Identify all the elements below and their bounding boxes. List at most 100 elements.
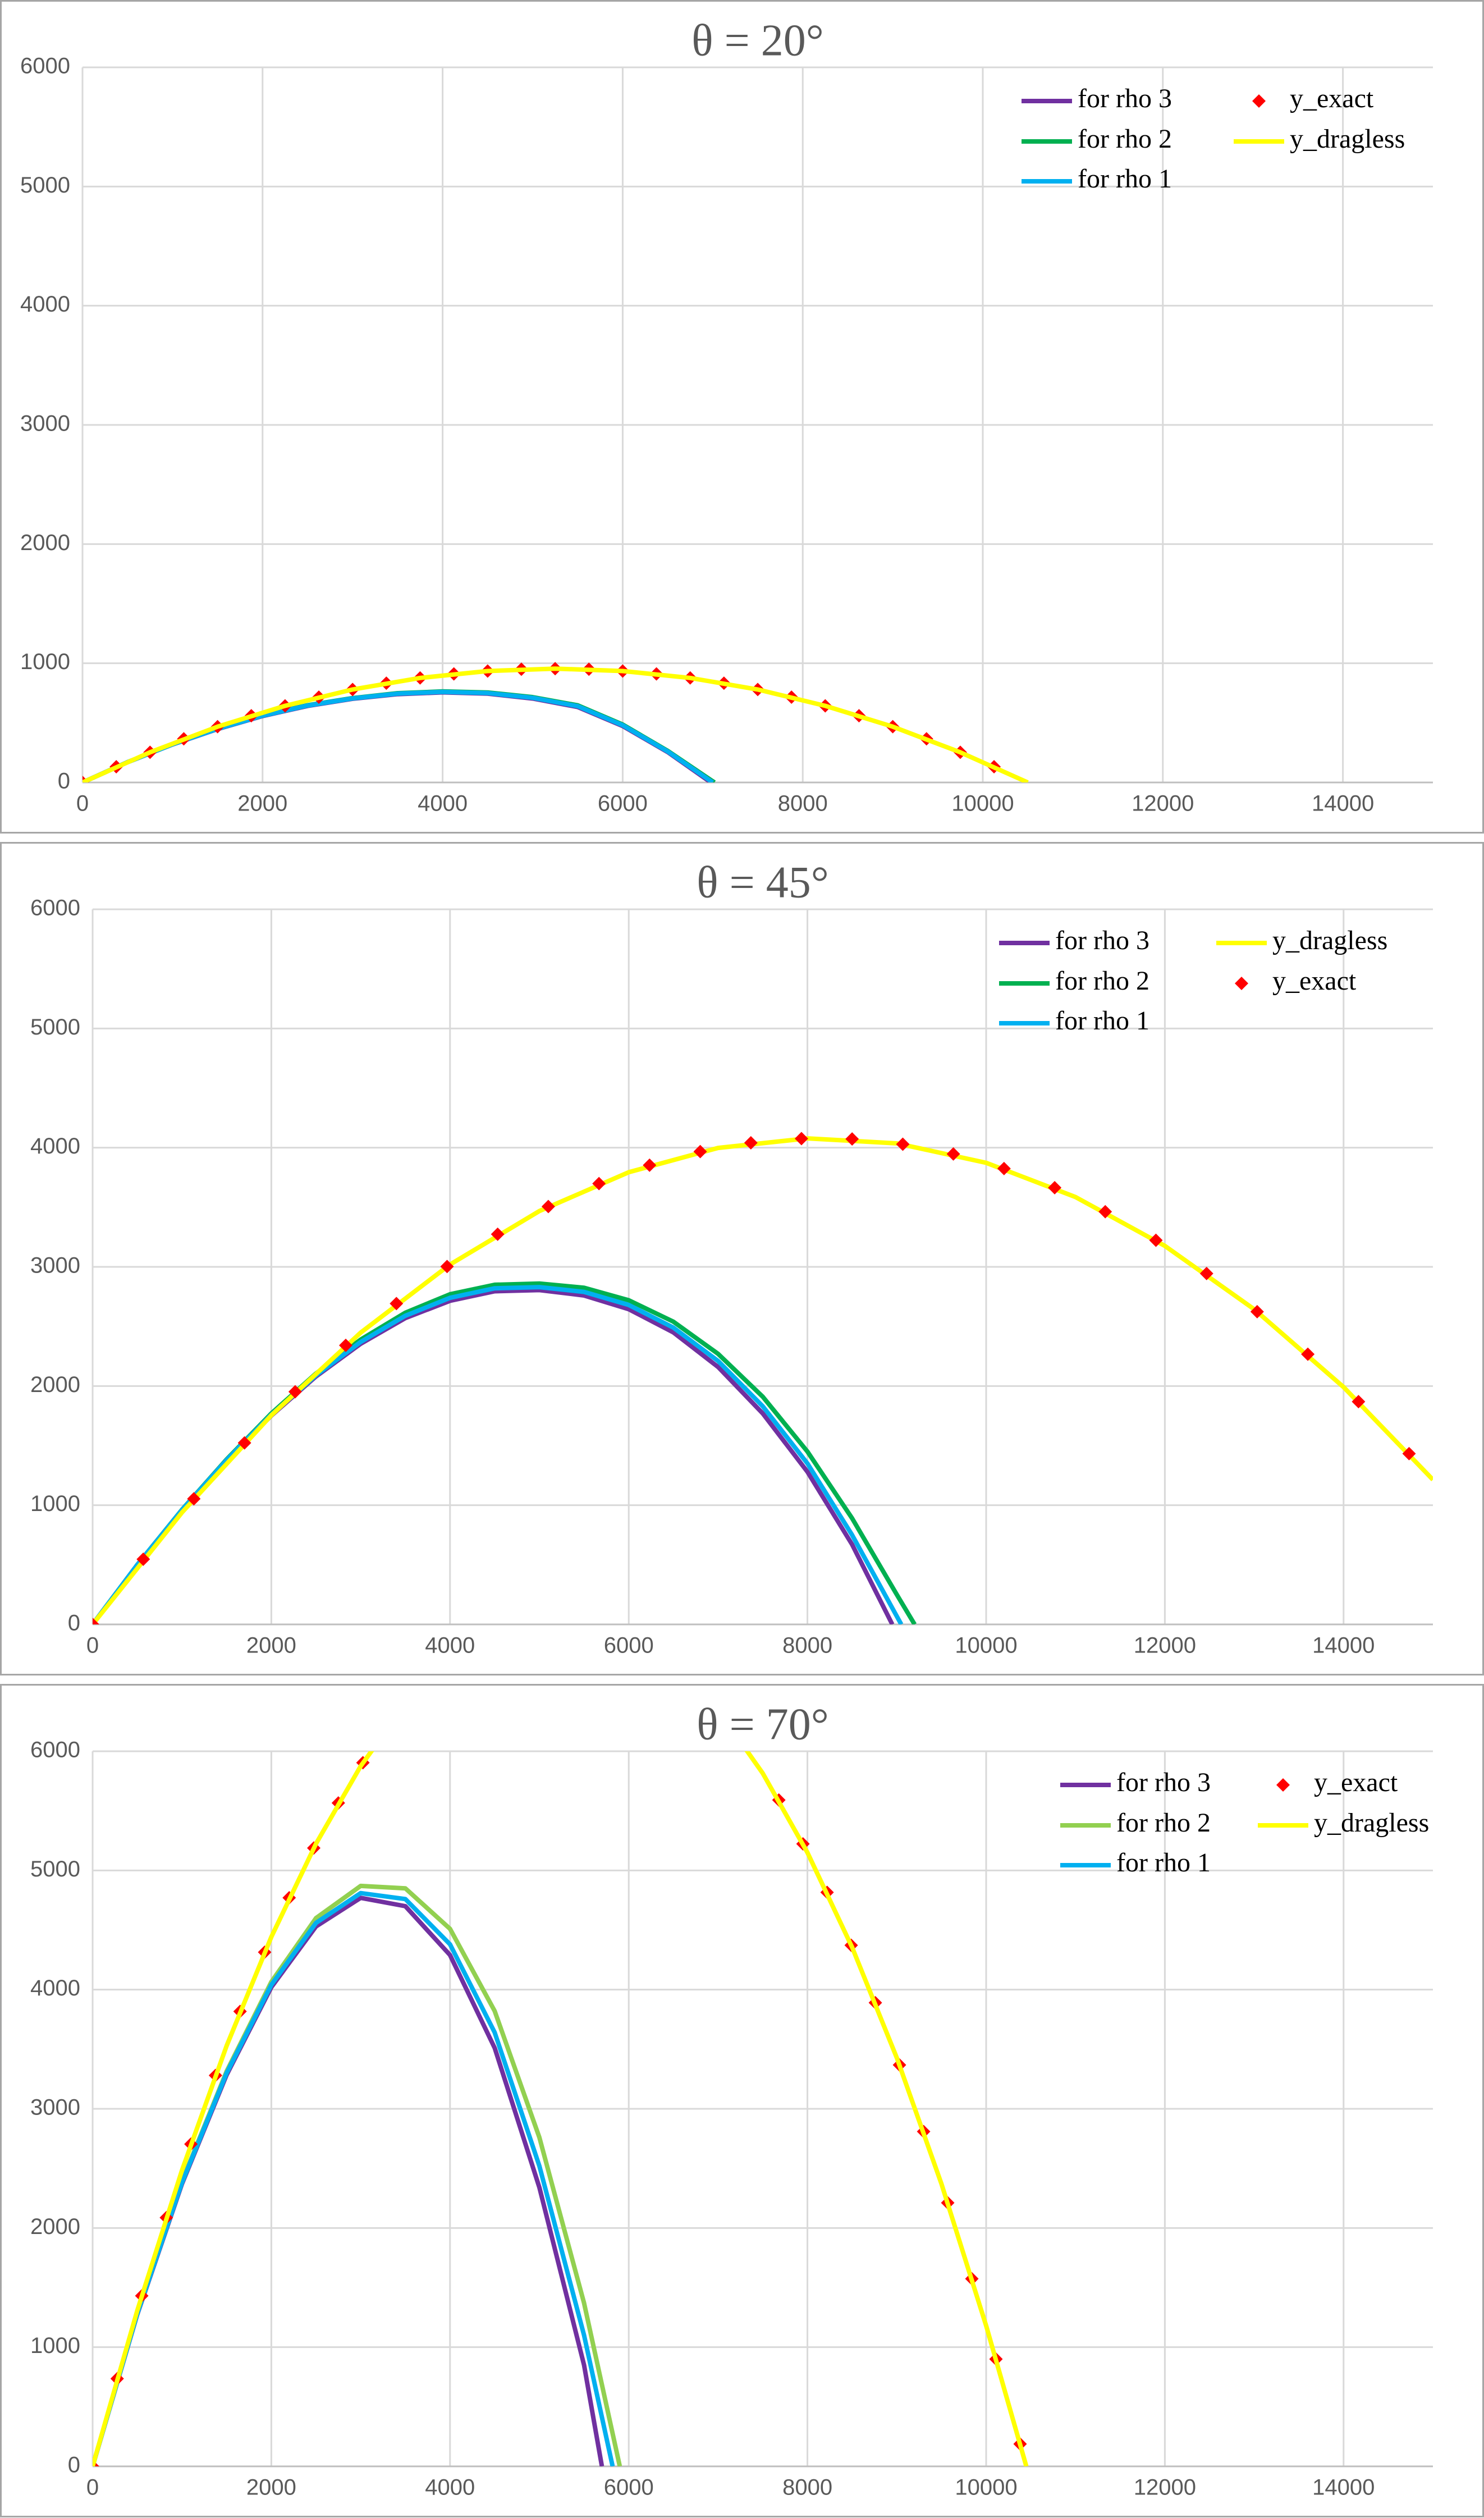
y-tick-label: 4000 xyxy=(30,1134,80,1159)
data-point xyxy=(946,1147,960,1161)
series-line xyxy=(93,1751,1029,2466)
x-tick-label: 14000 xyxy=(1312,791,1374,816)
data-point xyxy=(541,1200,555,1214)
legend-swatch xyxy=(1235,977,1248,990)
data-point xyxy=(1149,1233,1163,1247)
chart-title: θ = 45° xyxy=(697,858,828,907)
data-point xyxy=(592,1176,606,1191)
data-point xyxy=(744,1136,758,1150)
y-tick-label: 4000 xyxy=(20,292,70,317)
legend-label: y_dragless xyxy=(1290,124,1405,154)
data-point xyxy=(896,1137,910,1151)
y-tick-label: 5000 xyxy=(20,173,70,198)
y-tick-label: 0 xyxy=(68,1611,80,1636)
y-tick-label: 3000 xyxy=(30,1253,80,1278)
plot-area xyxy=(93,1751,1029,2466)
x-tick-label: 12000 xyxy=(1134,1633,1196,1658)
legend-label: for rho 2 xyxy=(1055,966,1149,996)
series-line xyxy=(83,689,716,782)
y-tick-label: 6000 xyxy=(20,54,70,79)
y-tick-label: 6000 xyxy=(30,1738,80,1762)
y-tick-label: 5000 xyxy=(30,1857,80,1881)
x-tick-label: 8000 xyxy=(778,791,828,816)
y-tick-label: 0 xyxy=(68,2453,80,2478)
y-tick-label: 1000 xyxy=(30,1491,80,1516)
data-point xyxy=(794,1132,808,1146)
x-tick-label: 10000 xyxy=(951,791,1014,816)
series-line xyxy=(83,666,1029,782)
legend-label: y_exact xyxy=(1314,1768,1398,1797)
y-tick-label: 2000 xyxy=(30,1372,80,1397)
series-line xyxy=(83,689,714,782)
data-point xyxy=(339,1338,353,1352)
legend-swatch xyxy=(1276,1778,1290,1792)
data-point xyxy=(440,1260,454,1274)
series-line xyxy=(83,690,712,782)
plot-area xyxy=(93,1132,1433,1624)
data-point xyxy=(1352,1395,1366,1409)
y-tick-label: 0 xyxy=(58,769,70,794)
legend-label: for rho 1 xyxy=(1055,1006,1149,1036)
y-tick-label: 1000 xyxy=(20,649,70,674)
legend-label: for rho 3 xyxy=(1078,84,1172,113)
panel-border xyxy=(0,1684,1484,2517)
data-point xyxy=(1250,1304,1264,1318)
series-line xyxy=(93,1285,904,1624)
legend-label: for rho 2 xyxy=(1078,124,1172,154)
series-line xyxy=(93,1890,615,2466)
x-tick-label: 0 xyxy=(76,791,89,816)
panel-border xyxy=(0,0,1484,834)
x-tick-label: 14000 xyxy=(1312,2475,1375,2500)
x-tick-label: 8000 xyxy=(782,1633,832,1658)
data-point xyxy=(693,1144,707,1159)
x-tick-label: 4000 xyxy=(425,2475,475,2500)
data-point xyxy=(491,1227,505,1241)
x-tick-label: 12000 xyxy=(1134,2475,1196,2500)
data-point xyxy=(1301,1347,1315,1361)
x-tick-label: 10000 xyxy=(955,2475,1017,2500)
legend-label: for rho 2 xyxy=(1116,1808,1211,1838)
y-tick-label: 3000 xyxy=(20,411,70,436)
data-point xyxy=(845,1132,859,1146)
y-tick-label: 5000 xyxy=(30,1015,80,1040)
series-line xyxy=(93,1288,895,1624)
legend-swatch xyxy=(1252,94,1266,108)
data-point xyxy=(136,1552,150,1566)
legend-label: y_exact xyxy=(1290,84,1374,113)
data-point xyxy=(1048,1181,1062,1195)
legend-label: y_dragless xyxy=(1272,926,1387,955)
legend-label: y_exact xyxy=(1272,966,1357,996)
legend-label: y_dragless xyxy=(1314,1808,1429,1838)
x-tick-label: 2000 xyxy=(237,791,287,816)
y-tick-label: 1000 xyxy=(30,2333,80,2358)
plot-area xyxy=(83,662,1029,782)
y-tick-label: 6000 xyxy=(30,896,80,921)
legend-label: for rho 1 xyxy=(1116,1848,1211,1878)
x-tick-label: 8000 xyxy=(782,2475,832,2500)
legend-label: for rho 1 xyxy=(1078,164,1172,194)
chart: 0 1000 2000 3000 4000 5000 6000 0 2000 4000 6000 80… xyxy=(0,0,1484,834)
chart-title: θ = 70° xyxy=(697,1700,828,1749)
x-tick-label: 6000 xyxy=(604,2475,654,2500)
legend-label: for rho 3 xyxy=(1055,926,1149,955)
x-tick-label: 4000 xyxy=(418,791,468,816)
legend-label: for rho 3 xyxy=(1116,1768,1211,1797)
y-tick-label: 3000 xyxy=(30,2095,80,2120)
x-tick-label: 14000 xyxy=(1312,1633,1375,1658)
x-tick-label: 2000 xyxy=(246,2475,296,2500)
data-point xyxy=(997,1161,1011,1175)
x-tick-label: 0 xyxy=(86,2475,99,2500)
x-tick-label: 6000 xyxy=(598,791,648,816)
chart-title: θ = 20° xyxy=(691,16,823,65)
x-tick-label: 0 xyxy=(86,1633,99,1658)
y-tick-label: 4000 xyxy=(30,1976,80,2000)
chart: 0 1000 2000 3000 4000 5000 6000 0 2000 4000 6000 80… xyxy=(0,1684,1484,2517)
data-point xyxy=(643,1158,657,1172)
x-tick-label: 2000 xyxy=(246,1633,296,1658)
data-point xyxy=(237,1436,251,1450)
x-tick-label: 12000 xyxy=(1132,791,1194,816)
x-tick-label: 6000 xyxy=(604,1633,654,1658)
chart: 0 1000 2000 3000 4000 5000 6000 0 2000 4000 6000 80… xyxy=(0,842,1484,1675)
x-tick-label: 10000 xyxy=(955,1633,1017,1658)
